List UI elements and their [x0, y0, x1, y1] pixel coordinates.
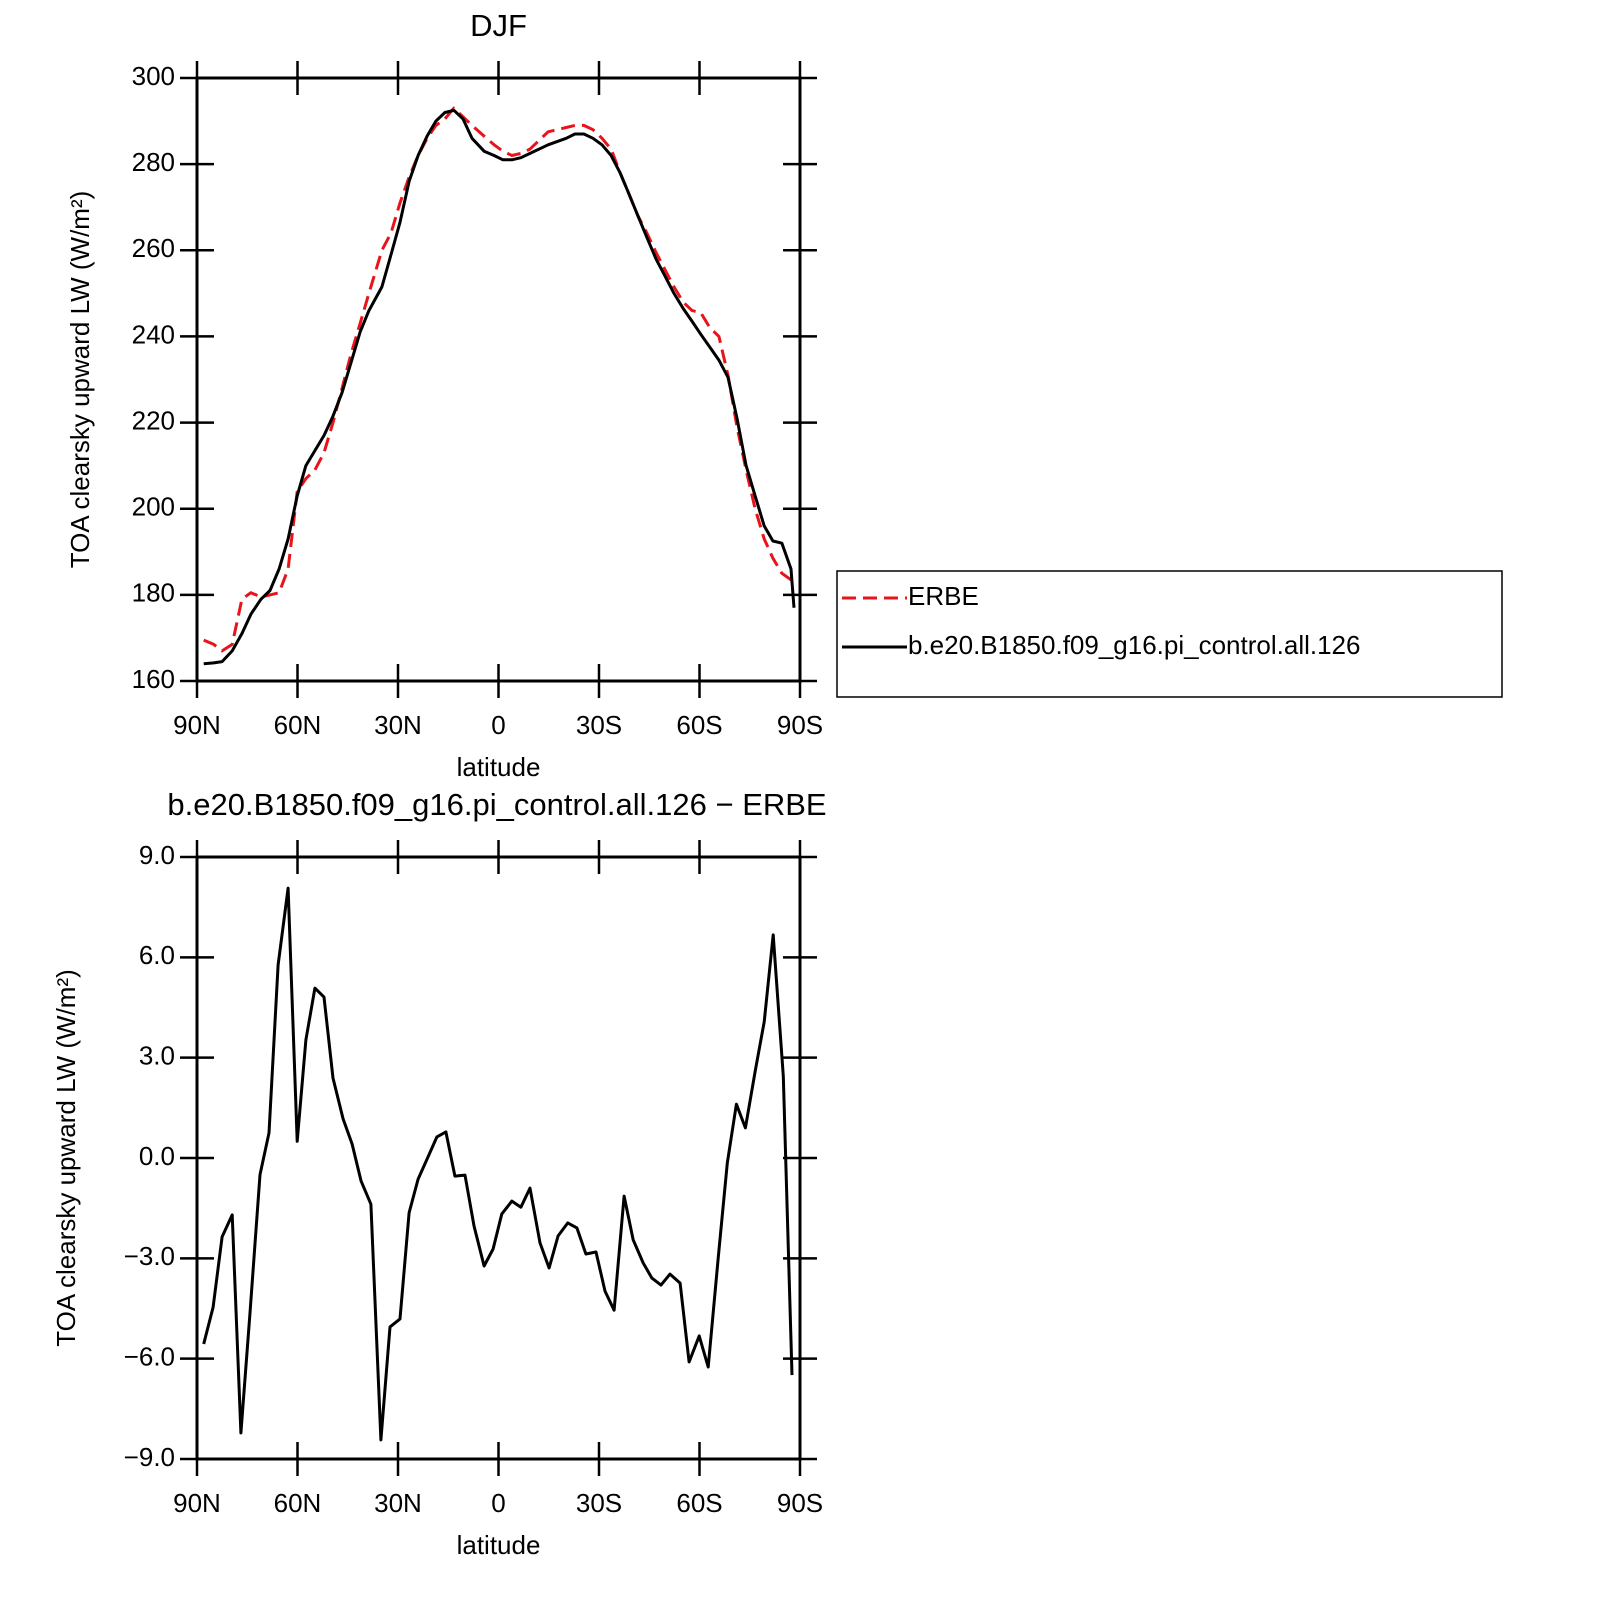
y-tick-label: 280 [132, 147, 175, 177]
y-axis-label: TOA clearsky upward LW (W/m²) [65, 191, 95, 569]
x-tick-label: 30S [576, 710, 622, 740]
data-line [203, 108, 796, 666]
x-axis-label: latitude [457, 1530, 541, 1560]
data-line [202, 886, 794, 1442]
x-tick-label: 30S [576, 1488, 622, 1518]
x-tick-label: 90N [173, 710, 221, 740]
plot-frame [195, 76, 802, 683]
x-tick-label: 60N [274, 710, 322, 740]
plot-frame [195, 855, 802, 1461]
x-axis-label: latitude [457, 752, 541, 782]
x-tick-label: 60S [676, 1488, 722, 1518]
y-tick-label: 3.0 [139, 1041, 175, 1071]
y-tick-label: −3.0 [124, 1241, 175, 1271]
y-tick-label: 160 [132, 664, 175, 694]
legend-label: ERBE [908, 581, 979, 611]
y-tick-label: 180 [132, 578, 175, 608]
x-tick-label: 0 [491, 1488, 505, 1518]
y-tick-label: 300 [132, 61, 175, 91]
chart-title: b.e20.B1850.f09_g16.pi_control.all.126 −… [167, 787, 826, 822]
y-tick-label: −9.0 [124, 1442, 175, 1472]
x-tick-label: 60S [676, 710, 722, 740]
x-tick-label: 60N [274, 1488, 322, 1518]
legend-label: b.e20.B1850.f09_g16.pi_control.all.126 [908, 630, 1360, 660]
y-tick-label: 200 [132, 492, 175, 522]
x-tick-label: 30N [374, 1488, 422, 1518]
x-tick-label: 90N [173, 1488, 221, 1518]
data-line [203, 106, 795, 653]
y-tick-label: 6.0 [139, 940, 175, 970]
x-tick-label: 90S [777, 1488, 823, 1518]
x-tick-label: 90S [777, 710, 823, 740]
y-tick-label: 9.0 [139, 840, 175, 870]
y-tick-label: −6.0 [124, 1342, 175, 1372]
chart-title: DJF [470, 8, 527, 43]
y-tick-label: 240 [132, 319, 175, 349]
x-tick-label: 0 [491, 710, 505, 740]
y-axis-label: TOA clearsky upward LW (W/m²) [51, 969, 81, 1347]
y-tick-label: 0.0 [139, 1141, 175, 1171]
y-tick-label: 260 [132, 233, 175, 263]
y-tick-label: 220 [132, 405, 175, 435]
x-tick-label: 30N [374, 710, 422, 740]
legend-box [836, 570, 1503, 698]
